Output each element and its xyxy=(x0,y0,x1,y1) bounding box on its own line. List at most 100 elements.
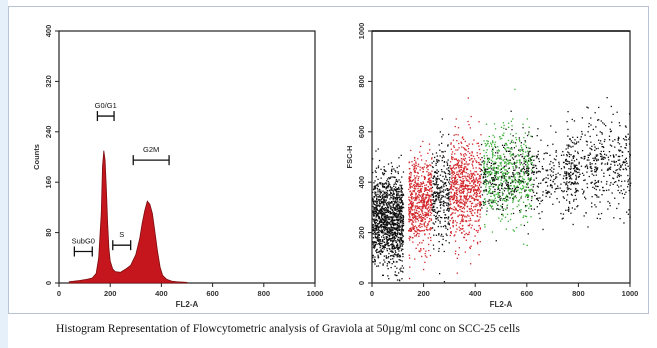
scatter-point xyxy=(464,176,466,178)
scatter-point xyxy=(421,202,423,204)
scatter-point xyxy=(418,225,420,227)
scatter-point xyxy=(473,180,475,182)
scatter-point xyxy=(444,214,446,216)
scatter-point xyxy=(496,208,498,211)
scatter-point xyxy=(453,171,455,173)
scatter-point xyxy=(453,206,455,208)
scatter-point xyxy=(432,199,434,201)
scatter-point xyxy=(478,219,480,221)
scatter-point xyxy=(549,174,552,176)
scatter-point xyxy=(390,212,393,215)
scatter-point xyxy=(474,220,476,222)
scatter-point xyxy=(432,177,434,179)
scatter-point xyxy=(435,198,438,200)
scatter-point xyxy=(590,170,592,172)
scatter-point xyxy=(470,189,472,192)
scatter-point xyxy=(375,226,377,228)
scatter-point xyxy=(430,184,432,187)
scatter-point xyxy=(376,243,378,245)
scatter-point xyxy=(392,234,395,236)
scatter-point xyxy=(491,202,493,204)
scatter-point xyxy=(629,216,631,218)
scatter-point xyxy=(440,169,443,171)
scatter-point xyxy=(574,171,576,173)
scatter-point xyxy=(557,185,559,187)
scatter-point xyxy=(491,145,493,147)
scatter-point xyxy=(492,155,494,157)
scatter-point xyxy=(525,194,528,196)
scatter-point xyxy=(438,215,440,217)
scatter-point xyxy=(608,139,611,141)
scatter-point xyxy=(388,232,391,234)
scatter-point xyxy=(396,219,399,221)
scatter-point xyxy=(627,181,629,183)
scatter-point xyxy=(527,155,529,157)
scatter-point xyxy=(420,209,423,211)
scatter-point xyxy=(498,184,500,186)
scatter-point xyxy=(598,106,600,109)
scatter-point xyxy=(595,188,597,191)
scatter-point xyxy=(505,196,507,198)
scatter-point xyxy=(421,205,424,208)
scatter-point xyxy=(472,165,474,167)
scatter-point xyxy=(552,174,554,177)
scatter-point xyxy=(522,181,524,183)
scatter-point xyxy=(409,211,412,213)
scatter-point xyxy=(375,150,377,152)
scatter-point xyxy=(510,147,513,149)
scatter-point xyxy=(485,179,487,181)
scatter-y-tick-label: 600 xyxy=(357,126,366,139)
scatter-point xyxy=(413,187,415,189)
scatter-point xyxy=(596,134,598,136)
scatter-point xyxy=(540,182,542,184)
scatter-point xyxy=(545,189,547,192)
scatter-point xyxy=(413,209,416,211)
scatter-point xyxy=(376,220,379,222)
scatter-point xyxy=(473,240,475,242)
scatter-point xyxy=(594,157,596,160)
scatter-point xyxy=(401,200,403,202)
scatter-point xyxy=(617,189,619,192)
scatter-point xyxy=(511,179,513,181)
scatter-point xyxy=(451,178,453,180)
scatter-point xyxy=(425,193,427,196)
scatter-point xyxy=(459,222,461,225)
scatter-point xyxy=(594,156,596,158)
scatter-point xyxy=(395,219,398,221)
scatter-point xyxy=(515,132,517,135)
scatter-point xyxy=(485,186,487,188)
scatter-point xyxy=(419,191,421,193)
scatter-point xyxy=(619,125,621,127)
scatter-point xyxy=(434,209,436,211)
scatter-point xyxy=(408,188,410,191)
scatter-point xyxy=(511,125,513,127)
scatter-point xyxy=(396,236,398,238)
scatter-point xyxy=(451,151,454,153)
scatter-point xyxy=(394,271,396,273)
scatter-point xyxy=(585,212,587,214)
scatter-point xyxy=(434,171,436,174)
scatter-point xyxy=(401,241,404,243)
scatter-point xyxy=(503,132,505,134)
scatter-point xyxy=(522,177,524,180)
scatter-point xyxy=(520,145,522,147)
scatter-point xyxy=(464,163,466,165)
scatter-point xyxy=(483,202,485,205)
scatter-point xyxy=(527,178,529,181)
scatter-point xyxy=(622,162,624,164)
scatter-point xyxy=(512,172,514,174)
scatter-point xyxy=(457,164,459,166)
scatter-point xyxy=(400,206,403,208)
scatter-point xyxy=(450,195,452,197)
scatter-point xyxy=(570,146,572,148)
scatter-point xyxy=(381,219,383,221)
scatter-point xyxy=(373,244,375,247)
scatter-point xyxy=(497,179,499,181)
scatter-point xyxy=(501,187,503,190)
scatter-point xyxy=(420,182,422,184)
scatter-point xyxy=(440,225,442,228)
scatter-point xyxy=(466,184,468,186)
scatter-point xyxy=(497,172,499,174)
scatter-point xyxy=(506,159,508,161)
scatter-point xyxy=(393,254,395,256)
